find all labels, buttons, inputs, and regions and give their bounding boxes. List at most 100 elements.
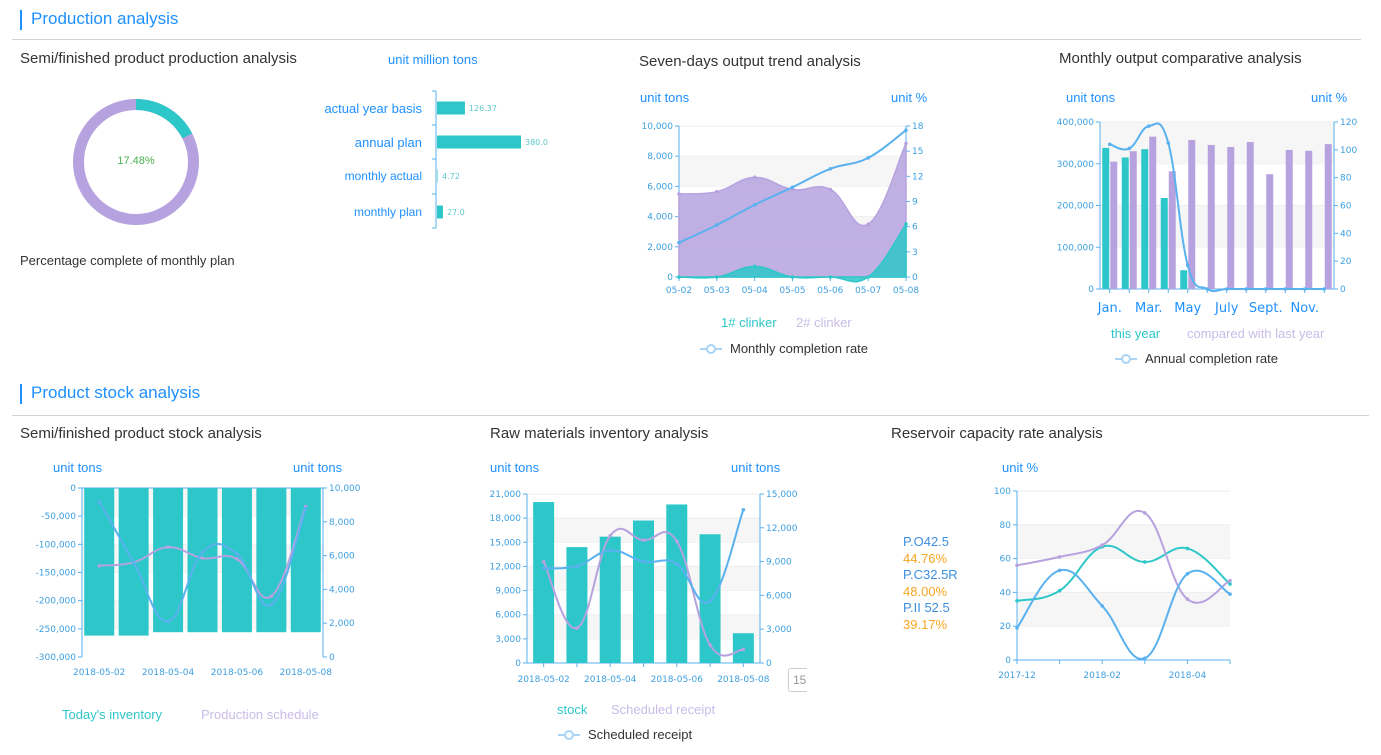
bar: [1285, 149, 1293, 289]
y-tick-label: 20: [1000, 622, 1012, 632]
y-tick-label-right: 6,000: [766, 591, 792, 601]
data-point: [1143, 656, 1147, 661]
x-tick-label: Jan.: [1097, 301, 1122, 316]
legend-this-year[interactable]: this year: [1111, 326, 1161, 341]
data-point: [790, 275, 795, 279]
bar: [566, 547, 588, 663]
y-tick-label-right: 15: [912, 147, 923, 157]
bar: [1207, 144, 1215, 289]
data-point: [200, 556, 205, 560]
bar: [1180, 270, 1188, 289]
x-tick-label: Nov.: [1291, 301, 1320, 316]
data-point: [1057, 555, 1062, 559]
y-tick-label: -100,000: [36, 540, 77, 550]
y-tick-label: -150,000: [36, 569, 77, 579]
y-tick-label-right: 15,000: [766, 490, 798, 500]
section-marker: [20, 384, 22, 404]
data-point: [677, 240, 681, 245]
x-tick-label: 2018-02: [1083, 671, 1121, 681]
y-tick-label-right: 18: [912, 122, 924, 132]
legend-stock[interactable]: stock: [557, 702, 588, 717]
bar: [666, 504, 688, 663]
section-title-stock: Product stock analysis: [31, 383, 201, 402]
data-point: [866, 275, 870, 279]
bar: [437, 205, 443, 219]
bar-value-label: 4.72: [442, 172, 460, 181]
data-point: [1228, 582, 1232, 586]
chart-title: Monthly output comparative analysis: [1059, 50, 1302, 67]
bar: [187, 488, 218, 633]
y-tick-label: 10,000: [642, 122, 674, 132]
line-series-icon: [1115, 353, 1137, 364]
y-tick-label-right: 0: [912, 273, 918, 283]
data-point: [1244, 287, 1249, 291]
y-tick-label: 0: [1005, 656, 1011, 666]
category-label: monthly actual: [344, 169, 422, 183]
data-point: [1283, 287, 1288, 291]
y-tick-label: 21,000: [490, 490, 522, 500]
bar: [1102, 147, 1110, 289]
data-point: [1302, 287, 1307, 291]
data-point: [1185, 546, 1190, 551]
data-point: [715, 189, 719, 194]
bar: [533, 502, 555, 663]
data-point: [904, 128, 908, 132]
x-tick-label: 2018-05-06: [211, 668, 264, 678]
chart-title: Semi/finished product stock analysis: [20, 425, 262, 442]
x-tick-label: 2018-05-02: [73, 668, 125, 678]
legend-monthly-completion-rate[interactable]: Monthly completion rate: [700, 341, 868, 356]
product-name: P.II 52.5: [903, 600, 950, 615]
data-point: [677, 192, 681, 196]
y-tick-label-right: 0: [1340, 285, 1346, 295]
data-point: [741, 507, 746, 512]
data-point: [1015, 599, 1019, 603]
x-tick-label: 2017-12: [998, 671, 1036, 681]
bar-value-label: 380.0: [525, 138, 548, 147]
divider: [12, 415, 1369, 416]
y-tick-label-right: 3: [912, 248, 918, 258]
y-tick-label-right: 3,000: [766, 625, 792, 635]
data-point: [541, 566, 546, 571]
y-tick-label: -250,000: [36, 625, 77, 635]
x-tick-label: 2018-05-08: [280, 668, 333, 678]
line-series: [1016, 568, 1231, 660]
legend-2-clinker[interactable]: 2# clinker: [796, 315, 852, 330]
y-tick-label: 3,000: [495, 635, 521, 645]
y-tick-label: 100,000: [1057, 243, 1094, 253]
data-point: [1146, 124, 1151, 128]
legend-annual-completion-rate[interactable]: Annual completion rate: [1115, 351, 1278, 366]
data-point: [752, 264, 757, 269]
data-point: [1185, 597, 1190, 601]
data-point: [1107, 142, 1112, 147]
legend-scheduled-receipt-line[interactable]: Scheduled receipt: [558, 727, 692, 742]
line-series: [1016, 544, 1231, 602]
y-tick-label-right: 9,000: [766, 558, 792, 568]
legend-production-schedule[interactable]: Production schedule: [201, 707, 319, 722]
bar: [1266, 174, 1274, 289]
data-point: [166, 619, 170, 624]
bar-value-label: 27.0: [447, 208, 465, 217]
y-tick-label-right: 10,000: [329, 484, 361, 494]
data-point: [575, 564, 579, 568]
data-point: [1100, 604, 1104, 608]
bar: [437, 101, 465, 115]
data-point: [828, 275, 833, 279]
data-point: [1322, 287, 1327, 291]
y-tick-label: 400,000: [1057, 118, 1094, 128]
unit-left: unit tons: [53, 460, 103, 475]
legend-1-clinker[interactable]: 1# clinker: [721, 315, 777, 330]
y-tick-label-right: 100: [1340, 146, 1357, 156]
legend-label: Annual completion rate: [1145, 351, 1278, 366]
data-point: [1015, 563, 1019, 568]
grid-band: [1100, 122, 1334, 164]
data-point: [708, 643, 712, 647]
data-point: [97, 499, 102, 504]
y-tick-label: 6,000: [495, 611, 521, 621]
legend-scheduled-receipt[interactable]: Scheduled receipt: [611, 702, 716, 717]
y-tick-label: 6,000: [647, 182, 673, 192]
y-tick-label: 15,000: [490, 538, 522, 548]
legend-last-year[interactable]: compared with last year: [1187, 326, 1325, 341]
legend-todays-inventory[interactable]: Today's inventory: [62, 707, 163, 722]
legend-label: Monthly completion rate: [730, 341, 869, 356]
y-tick-label-right: 60: [1340, 202, 1352, 212]
